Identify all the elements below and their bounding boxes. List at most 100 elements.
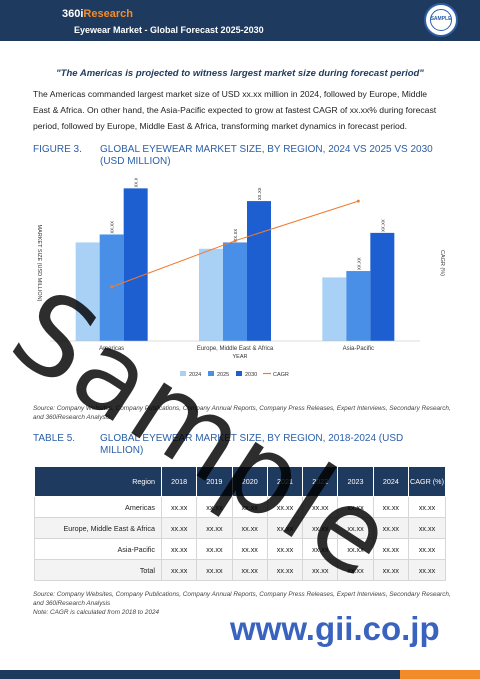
y-axis-label: MARKET SIZE (USD MILLION) [36,225,42,302]
table-note: Note: CAGR is calculated from 2018 to 20… [33,609,160,616]
value-cell: xx.xx [302,496,339,518]
figure-source: Source: Company Websites, Company Public… [33,405,451,421]
legend-label: 2025 [217,372,229,378]
data-label: xx.xx [134,178,140,187]
bar-2024-2 [322,277,347,341]
value-cell: xx.xx [372,559,410,581]
report-title: Eyewear Market - Global Forecast 2025-20… [74,25,264,35]
cagr-cell: xx.xx [408,559,446,581]
value-cell: xx.xx [196,559,233,581]
cagr-cell: xx.xx [408,496,446,518]
site-url[interactable]: www.gii.co.jp [230,610,440,647]
col-header-cagr: CAGR (%) [408,466,446,497]
market-size-table: Region 2018 2019 2020 2021 2022 2023 202… [34,466,446,581]
value-cell: xx.xx [337,538,374,560]
data-label: xx.xx [380,219,386,232]
value-cell: xx.xx [231,496,268,518]
value-cell: xx.xx [337,496,374,518]
footer-bar [0,661,480,679]
data-label: xx.xx [110,221,116,234]
value-cell: xx.xx [231,517,268,539]
region-cell: Total [34,559,162,581]
legend-label: 2030 [245,372,257,378]
value-cell: xx.xx [372,538,410,560]
x-axis-label: YEAR [233,354,248,360]
value-cell: xx.xx [302,538,339,560]
region-cell: Asia-Pacific [34,538,162,560]
bar-2030-2 [370,232,395,341]
legend-swatch [208,371,214,376]
col-header-2022: 2022 [302,466,339,497]
cagr-point-1 [233,239,237,243]
value-cell: xx.xx [266,559,304,581]
legend-label: CAGR [273,372,289,378]
cagr-point-2 [356,199,360,203]
value-cell: xx.xx [266,496,304,518]
bar-2030-1 [247,201,271,341]
data-label: xx.xx [356,257,362,270]
bar-2024-0 [75,242,100,341]
data-label: xx.xx [257,187,263,200]
bar-2025-1 [223,242,247,341]
table-row: Europe, Middle East & Africa xx.xx xx.xx… [34,517,446,539]
col-header-2023: 2023 [337,466,374,497]
value-cell: xx.xx [160,559,198,581]
data-label: xx.xx [233,229,239,242]
x-tick-label: Americas [99,346,124,352]
col-header-region: Region [34,466,162,497]
y2-axis-label: CAGR (%) [439,250,445,276]
value-cell: xx.xx [266,538,304,560]
figure-label: FIGURE 3. [33,144,82,155]
intro-paragraph: The Americas commanded largest market si… [33,89,437,131]
bar-2025-2 [346,271,371,341]
header-bar: 360iResearch Eyewear Market - Global For… [0,0,480,41]
value-cell: xx.xx [196,538,233,560]
x-tick-label: Europe, Middle East & Africa [197,346,274,352]
col-header-2021: 2021 [266,466,304,497]
table-title: GLOBAL EYEWEAR MARKET SIZE, BY REGION, 2… [100,433,404,456]
table-row: Americas xx.xx xx.xx xx.xx xx.xx xx.xx x… [34,496,446,518]
value-cell: xx.xx [266,517,304,539]
region-cell: Americas [34,496,162,518]
value-cell: xx.xx [337,517,374,539]
logo-part-1: 360i [62,8,84,20]
headline-quote: "The Americas is projected to witness la… [56,68,424,79]
value-cell: xx.xx [160,538,198,560]
value-cell: xx.xx [231,538,268,560]
x-tick-label: Asia-Pacific [343,346,374,352]
value-cell: xx.xx [160,517,198,539]
col-header-2020: 2020 [231,466,268,497]
value-cell: xx.xx [231,559,268,581]
col-header-2019: 2019 [196,466,233,497]
legend-swatch [180,371,186,376]
value-cell: xx.xx [372,517,410,539]
value-cell: xx.xx [196,517,233,539]
table-row-total: Total xx.xx xx.xx xx.xx xx.xx xx.xx xx.x… [34,559,446,581]
value-cell: xx.xx [337,559,374,581]
value-cell: xx.xx [372,496,410,518]
bar-2030-0 [123,188,148,341]
logo-part-2: Research [83,8,133,20]
footer-accent [400,670,480,679]
table-label: TABLE 5. [33,433,76,444]
badge-text: SAMPLE [430,16,452,22]
company-logo: 360iResearch [62,8,133,20]
col-header-2024: 2024 [372,466,410,497]
table-source-line: Source: Company Websites, Company Public… [33,591,451,607]
value-cell: xx.xx [302,517,339,539]
value-cell: xx.xx [302,559,339,581]
col-header-2018: 2018 [160,466,198,497]
cagr-cell: xx.xx [408,538,446,560]
figure-title: GLOBAL EYEWEAR MARKET SIZE, BY REGION, 2… [100,144,433,167]
cagr-cell: xx.xx [408,517,446,539]
bar-2024-1 [199,248,223,341]
value-cell: xx.xx [196,496,233,518]
sample-badge-icon: SAMPLE [424,3,458,37]
bar-chart: xx.xx xx.xx Americas xx.xx xx.xx Europe, Midd… [36,178,445,378]
legend-label: 2024 [189,372,201,378]
table-source: Source: Company Websites, Company Public… [33,590,453,617]
region-cell: Europe, Middle East & Africa [34,517,162,539]
legend-swatch [236,371,242,376]
table-row: Asia-Pacific xx.xx xx.xx xx.xx xx.xx xx.… [34,538,446,560]
cagr-point-0 [110,285,114,289]
